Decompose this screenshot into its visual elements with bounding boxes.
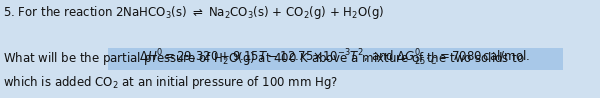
Text: $\Delta H^0 = 29{,}320+9.15T-12.75{\times}10^{-3}T^2$, and $\Delta G^0_{25^\circ: $\Delta H^0 = 29{,}320+9.15T-12.75{\time… (139, 48, 530, 68)
Text: which is added CO$_2$ at an initial pressure of 100 mm Hg?: which is added CO$_2$ at an initial pres… (3, 74, 338, 91)
Bar (108, 48, 563, 70)
Text: 5. For the reaction 2NaHCO$_3$(s) $\rightleftharpoons$ Na$_2$CO$_3$(s) + CO$_2$(: 5. For the reaction 2NaHCO$_3$(s) $\righ… (3, 4, 384, 21)
Text: What will be the partial pressure of H$_2$O(g) at 400 K above a mixture of the t: What will be the partial pressure of H$_… (3, 50, 525, 67)
